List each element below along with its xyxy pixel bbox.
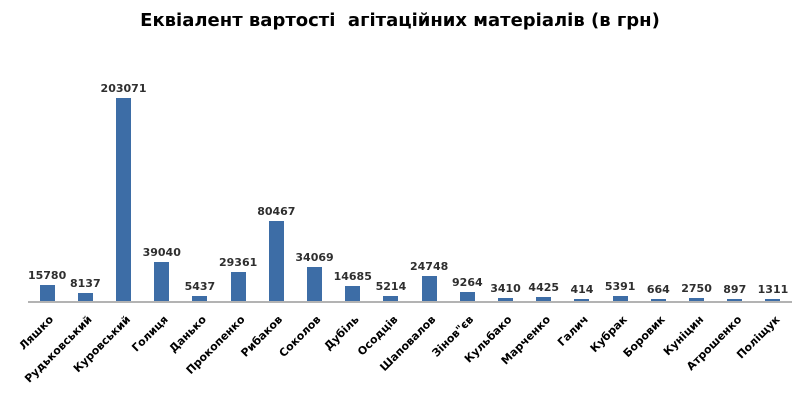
bar [689,298,705,301]
bar-column: 3410 [486,282,524,301]
bar-value-label: 203071 [100,82,147,95]
bar [192,296,208,301]
bar [650,299,666,301]
bar [612,296,628,301]
bar [39,285,55,301]
bar [345,286,361,301]
bar [230,272,246,301]
bar [77,293,93,301]
bar-value-label: 80467 [257,205,296,218]
bar-column: 8137 [66,277,104,301]
bar-column: 664 [639,283,677,301]
bar-column: 2750 [677,282,715,301]
bar-value-label: 29361 [218,256,258,269]
bar-column: 39040 [143,246,181,301]
bar [421,276,437,301]
bar-value-label: 15780 [27,269,67,282]
bar-column: 5391 [601,280,639,301]
bar-column: 15780 [28,269,66,301]
bar [498,298,514,301]
bar-value-label: 8137 [69,277,101,290]
bars-row: 15780 8137 203071 39040 5437 29361 80467 34069 1… [28,34,792,303]
bar [727,299,743,301]
bar-column: 9264 [448,276,486,301]
bar-value-label: 2750 [681,282,712,295]
bar-column: 5214 [372,280,410,301]
bar-column: 24748 [410,260,448,301]
bar-value-label: 9264 [452,276,483,289]
bar-value-label: 24748 [410,260,449,273]
bar [574,299,590,301]
bar-column: 80467 [257,205,295,301]
x-axis-labels: Ляшко Рудьковський Куровський Голиця Данько П… [17,303,792,398]
bar-column: 4425 [525,281,563,301]
bar-column: 1311 [754,283,792,301]
bar-column: 414 [563,283,601,301]
bar-column: 897 [716,283,754,301]
bar [536,297,552,301]
bar [307,267,323,301]
bar-value-label: 1311 [757,283,789,296]
bar-value-label: 5391 [604,280,636,293]
x-axis-label-slot: Поліщук [734,303,792,398]
bar [383,296,399,301]
bar-value-label: 4425 [528,281,560,294]
bar-value-label: 664 [646,283,670,296]
bar [116,98,131,301]
plot-area: 15780 8137 203071 39040 5437 29361 80467 34069 1… [17,34,792,398]
bar-column: 14685 [334,270,372,301]
bar-value-label: 39040 [142,246,181,259]
bar-value-label: 14685 [333,270,372,283]
bar-value-label: 34069 [295,251,334,264]
bar [459,292,475,301]
bar [154,262,170,301]
bar-column: 29361 [219,256,257,301]
bar-value-label: 5437 [184,280,216,293]
bar [765,299,781,301]
x-axis-label-slot: Марченко [499,303,563,398]
bar-column: 5437 [181,280,219,301]
bar-column: 203071 [101,82,146,301]
bar-value-label: 897 [723,283,747,296]
bar-value-label: 5214 [375,280,407,293]
bar-value-label: 3410 [490,282,521,295]
bar-value-label: 414 [570,283,594,296]
chart-title: Еквіалент вартості агітаційних матеріалі… [140,10,660,31]
bar-column: 34069 [295,251,334,301]
bar [268,221,284,301]
